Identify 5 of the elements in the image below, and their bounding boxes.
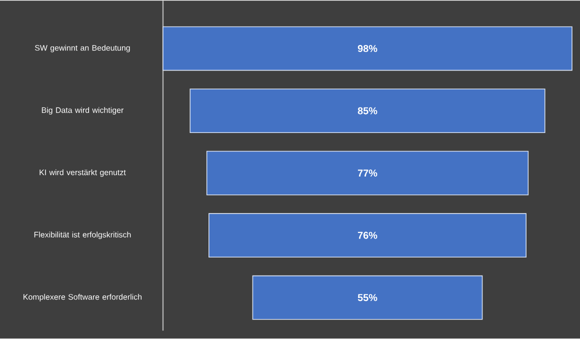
- data-label: 85%: [358, 107, 378, 115]
- data-label: 98%: [358, 45, 378, 52]
- data-label: 77%: [358, 170, 378, 177]
- data-label: 76%: [358, 232, 378, 240]
- data-label: 55%: [358, 294, 378, 302]
